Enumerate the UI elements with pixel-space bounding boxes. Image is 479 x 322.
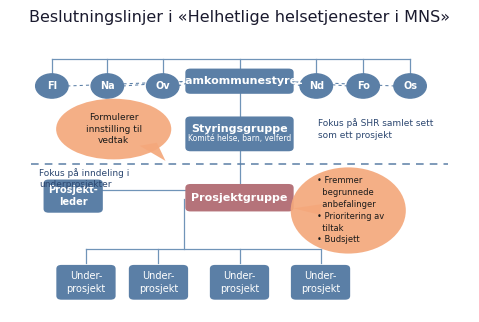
Ellipse shape	[291, 167, 406, 253]
Circle shape	[300, 74, 332, 98]
Text: Fokus på inndeling i
underprosjekter: Fokus på inndeling i underprosjekter	[39, 168, 129, 189]
Circle shape	[35, 74, 68, 98]
Text: Fo: Fo	[357, 81, 370, 91]
Polygon shape	[294, 204, 322, 215]
Text: Styringsgruppe: Styringsgruppe	[191, 124, 288, 134]
Ellipse shape	[56, 99, 171, 159]
Circle shape	[147, 74, 179, 98]
Circle shape	[91, 74, 124, 98]
Text: Na: Na	[100, 81, 114, 91]
Text: FI: FI	[47, 81, 57, 91]
FancyBboxPatch shape	[44, 179, 103, 213]
Circle shape	[394, 74, 426, 98]
Text: Nd: Nd	[308, 81, 324, 91]
Text: Under-
prosjekt: Under- prosjekt	[67, 271, 105, 294]
Text: Under-
prosjekt: Under- prosjekt	[220, 271, 259, 294]
FancyBboxPatch shape	[129, 265, 188, 300]
Text: Under-
prosjekt: Under- prosjekt	[301, 271, 340, 294]
FancyBboxPatch shape	[210, 265, 269, 300]
Text: Os: Os	[403, 81, 417, 91]
Text: Fokus på SHR samlet sett
som ett prosjekt: Fokus på SHR samlet sett som ett prosjek…	[319, 118, 434, 140]
Text: Formulerer
innstilling til
vedtak: Formulerer innstilling til vedtak	[86, 113, 142, 145]
Text: Beslutningslinjer i «Helhetlige helsetjenester i MNS»: Beslutningslinjer i «Helhetlige helsetje…	[29, 10, 450, 25]
Text: Under-
prosjekt: Under- prosjekt	[139, 271, 178, 294]
Text: Komité helse, barn, velferd: Komité helse, barn, velferd	[188, 134, 291, 143]
FancyBboxPatch shape	[185, 69, 294, 94]
Circle shape	[347, 74, 379, 98]
Text: Samkommunestyret: Samkommunestyret	[177, 76, 302, 86]
FancyBboxPatch shape	[185, 184, 294, 212]
Text: Prosjekt-
leder: Prosjekt- leder	[48, 185, 98, 207]
FancyBboxPatch shape	[185, 117, 294, 151]
Text: Prosjektgruppe: Prosjektgruppe	[191, 193, 288, 203]
FancyBboxPatch shape	[57, 265, 115, 300]
FancyBboxPatch shape	[291, 265, 350, 300]
Polygon shape	[139, 143, 166, 161]
Text: Ov: Ov	[155, 81, 170, 91]
Text: • Fremmer
  begrunnede
  anbefalinger
• Prioritering av
  tiltak
• Budsjett: • Fremmer begrunnede anbefalinger • Prio…	[317, 176, 384, 244]
